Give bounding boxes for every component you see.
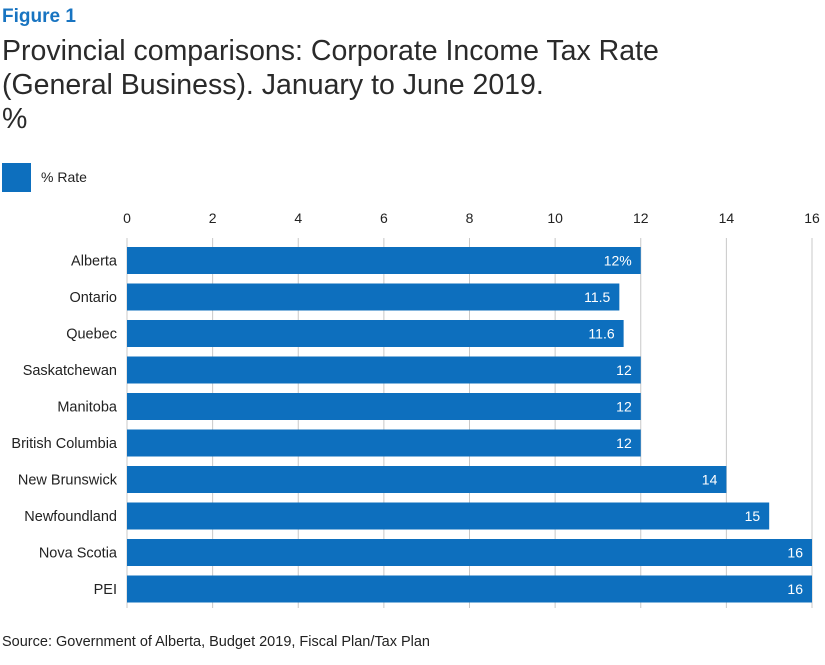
x-tick-label: 8 (466, 210, 474, 226)
chart-legend: % Rate (2, 162, 87, 192)
bar (127, 502, 770, 530)
data-label: 16 (787, 581, 803, 597)
category-label: PEI (94, 582, 117, 598)
data-label: 12% (604, 253, 632, 269)
data-label: 15 (745, 508, 761, 524)
data-label: 11.6 (588, 326, 614, 342)
x-tick-label: 4 (294, 210, 302, 226)
chart-title: Provincial comparisons: Corporate Income… (2, 34, 802, 136)
x-tick-label: 6 (380, 210, 388, 226)
x-tick-label: 10 (547, 210, 563, 226)
x-tick-label: 0 (123, 210, 131, 226)
x-tick-label: 12 (633, 210, 649, 226)
category-label: Ontario (69, 290, 117, 306)
legend-swatch (2, 162, 31, 192)
bar (127, 466, 727, 493)
category-label: Newfoundland (24, 509, 117, 525)
category-label: Quebec (66, 327, 117, 343)
bar (127, 283, 620, 311)
data-label: 12 (616, 399, 632, 415)
data-label: 12 (616, 435, 632, 451)
data-label: 16 (787, 545, 803, 561)
category-label: Nova Scotia (39, 546, 118, 562)
chart-title-line-1: Provincial comparisons: Corporate Income… (2, 35, 659, 67)
bar (127, 575, 812, 603)
category-label: New Brunswick (18, 473, 118, 489)
figure-label: Figure 1 (2, 6, 76, 27)
bar (127, 429, 641, 457)
chart-title-line-3: % (2, 103, 28, 135)
data-label: 14 (702, 472, 718, 488)
x-tick-label: 14 (719, 210, 735, 226)
category-label: Saskatchewan (23, 363, 117, 379)
bar-chart: 0 2 4 6 8 10 12 14 16 Alberta 12% Ontario 11.5 Quebec… (11, 210, 820, 608)
bar (127, 356, 641, 384)
x-tick-label: 2 (209, 210, 217, 226)
data-label: 12 (616, 362, 632, 378)
chart-title-line-2: (General Business). January to June 2019… (2, 69, 544, 101)
category-label: British Columbia (11, 436, 117, 452)
category-label: Manitoba (57, 400, 118, 416)
bar (127, 320, 624, 347)
bar (127, 539, 812, 566)
x-tick-label: 16 (804, 210, 820, 226)
category-label: Alberta (71, 254, 118, 270)
legend-label: % Rate (41, 169, 87, 185)
bar (127, 247, 641, 274)
bar (127, 393, 641, 420)
source-note: Source: Government of Alberta, Budget 20… (2, 634, 430, 650)
data-label: 11.5 (584, 289, 610, 305)
